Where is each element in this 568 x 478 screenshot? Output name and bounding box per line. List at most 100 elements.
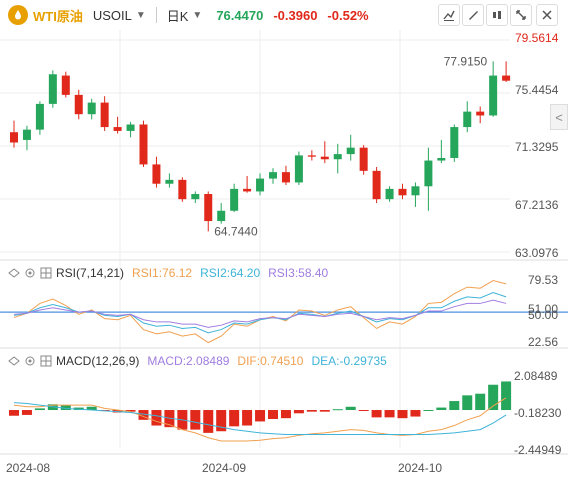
close-icon[interactable]: [536, 4, 558, 26]
ticker[interactable]: USOIL: [92, 7, 132, 23]
gear-icon[interactable]: [24, 355, 36, 367]
symbol-name[interactable]: WTI原油: [33, 8, 83, 24]
rsi-tick-label: 50.00: [528, 308, 558, 322]
drawing-icon[interactable]: [462, 4, 484, 26]
macd-histogram-bar: [125, 410, 136, 412]
candle-body: [437, 157, 446, 161]
period-selector[interactable]: 日K: [166, 8, 189, 24]
macd-tick-label: -0.18230: [514, 406, 562, 420]
candle-body: [217, 210, 226, 222]
high-annotation: 77.9150: [444, 54, 488, 68]
macd-line-dea: [13, 402, 507, 436]
macd-histogram-bar: [203, 410, 214, 433]
macd-histogram-bar: [319, 410, 330, 412]
candle-body: [243, 188, 252, 192]
macd-histogram-bar: [475, 393, 486, 411]
dea-value: DEA:-0.29735: [311, 354, 387, 368]
macd-histogram-bar: [229, 410, 240, 427]
price-tick-label: 67.2136: [515, 198, 559, 212]
macd-histogram-bar: [138, 410, 149, 420]
rsi-legend: RSI(7,14,21) RSI1:76.12 RSI2:64.20 RSI3:…: [8, 266, 328, 280]
macd-histogram-bar: [293, 410, 304, 414]
candle-body: [10, 132, 18, 143]
macd-tick-label: 2.08489: [514, 369, 558, 383]
candle-body: [100, 102, 109, 128]
candle-body: [294, 155, 303, 183]
macd-histogram-bar: [436, 407, 447, 411]
table-icon[interactable]: [40, 267, 52, 279]
candle-body: [463, 111, 472, 128]
price-tick-label: 63.0976: [515, 246, 559, 260]
candle-body: [424, 160, 433, 187]
price-change-percent: -0.52%: [327, 7, 369, 23]
time-tick-label: 2024-08: [6, 461, 50, 475]
rsi-tick-label: 22.56: [528, 335, 558, 349]
candle-body: [476, 111, 485, 116]
candle-body: [152, 164, 161, 184]
last-price: 76.4470: [216, 7, 264, 23]
candle-body: [450, 127, 459, 158]
macd-name: MACD(12,26,9): [56, 354, 140, 368]
settings-icon[interactable]: [486, 4, 508, 26]
candle-body: [281, 172, 290, 183]
table-icon[interactable]: [40, 355, 52, 367]
macd-histogram-bar: [371, 410, 382, 418]
rsi2-value: RSI2:64.20: [200, 266, 261, 280]
candle-body: [35, 103, 44, 130]
price-tick-label: 79.5614: [515, 31, 559, 45]
candle-body: [489, 75, 498, 116]
candle-body: [191, 194, 200, 200]
rsi-line-rsi3: [13, 299, 507, 328]
candle-body: [320, 156, 329, 160]
expand-icon[interactable]: [510, 4, 532, 26]
oil-drop-icon: [8, 5, 28, 25]
chevron-down-icon[interactable]: ▼: [135, 9, 146, 21]
chart-style-icon[interactable]: [438, 4, 460, 26]
macd-histogram-bar: [280, 410, 291, 419]
candle-body: [502, 75, 511, 81]
candle-body: [87, 102, 96, 115]
price-change: -0.3960: [273, 7, 318, 23]
candle-body: [359, 147, 368, 171]
candle-body: [178, 179, 187, 200]
candle-body: [411, 186, 420, 196]
candle-body: [48, 74, 57, 104]
candle-body: [204, 194, 213, 222]
candle-body: [256, 178, 265, 192]
dif-value: DIF:0.74510: [237, 354, 304, 368]
candle-body: [372, 170, 381, 200]
macd-histogram-bar: [423, 410, 434, 412]
price-tick-label: 71.3295: [515, 140, 559, 154]
macd-legend: MACD(12,26,9) MACD:2.08489 DIF:0.74510 D…: [8, 354, 387, 368]
macd-tick-label: -2.44949: [514, 443, 562, 457]
gear-icon[interactable]: [24, 267, 36, 279]
candle-body: [126, 124, 135, 131]
macd-histogram-bar: [397, 410, 408, 419]
rsi-tick-label: 51.00: [528, 302, 558, 316]
chart-header: WTI原油 USOIL ▼ 日K ▼ 76.4470 -0.3960 -0.52…: [0, 0, 568, 30]
macd-histogram-bar: [34, 408, 45, 411]
macd-histogram-bar: [255, 410, 266, 422]
eye-icon[interactable]: [8, 267, 20, 279]
candle-body: [307, 155, 316, 157]
candle-body: [398, 188, 407, 196]
macd-histogram-bar: [86, 406, 97, 411]
candle-body: [113, 127, 122, 131]
macd-histogram-bar: [384, 410, 395, 418]
macd-line-dif: [13, 397, 507, 442]
rsi3-value: RSI3:58.40: [268, 266, 329, 280]
macd-value: MACD:2.08489: [147, 354, 230, 368]
candle-body: [385, 188, 394, 200]
candle-body: [269, 172, 277, 179]
macd-histogram-bar: [488, 384, 499, 411]
rsi1-value: RSI1:76.12: [132, 266, 193, 280]
candle-body: [165, 179, 174, 184]
eye-icon[interactable]: [8, 355, 20, 367]
price-tick-label: 75.4454: [515, 83, 559, 97]
candles: 77.9150 64.7440: [10, 54, 511, 238]
chevron-down-icon[interactable]: ▼: [192, 9, 203, 21]
grid: [0, 30, 568, 455]
candle-body: [74, 94, 83, 115]
macd-histogram-bar: [501, 381, 512, 411]
